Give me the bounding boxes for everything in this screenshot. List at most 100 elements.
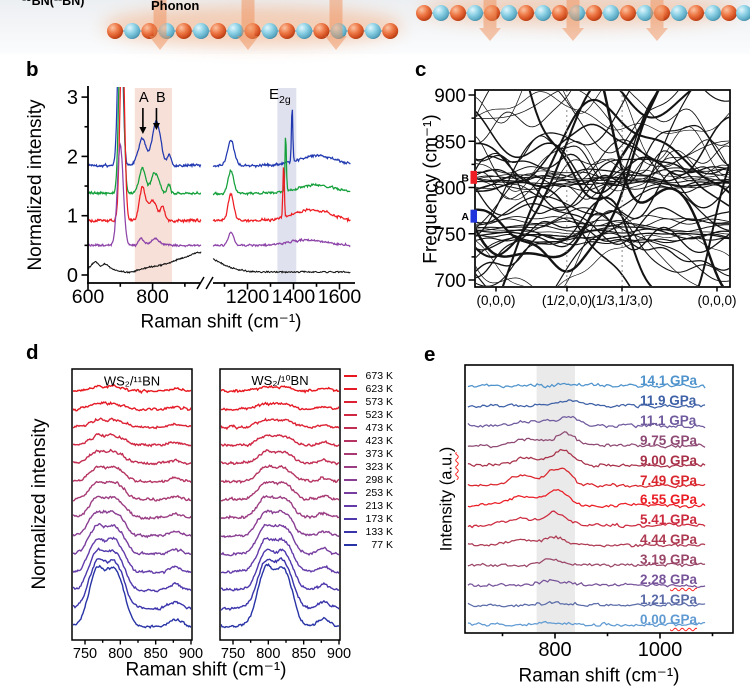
nitrogen-atom	[124, 23, 141, 39]
svg-text:0: 0	[67, 265, 78, 287]
temperature-legend-entry: 77 K	[344, 539, 393, 552]
legend-swatch	[344, 505, 357, 507]
svg-text:800: 800	[136, 286, 169, 308]
pressure-curve	[467, 535, 706, 548]
panel-c-ylabel: Frequency (cm⁻¹)	[420, 114, 442, 264]
legend-swatch	[344, 374, 357, 377]
pressure-curve	[467, 600, 706, 608]
temperature-legend-entry: 173 K	[344, 513, 393, 526]
panel-b-plot	[88, 87, 351, 283]
pressure-curve	[467, 399, 706, 409]
temperature-legend-entry: 573 K	[344, 395, 393, 408]
legend-label: 573 K	[365, 395, 393, 408]
pressure-unit: GPa	[669, 412, 697, 428]
pressure-unit: GPa	[670, 552, 698, 568]
pressure-label: 9.75 GPa	[640, 433, 697, 449]
pressure-unit: GPa	[670, 432, 698, 448]
boron-atom	[210, 23, 227, 39]
temperature-curve	[73, 522, 191, 556]
pressure-label: 0.00 GPa	[640, 612, 697, 628]
pressure-value: 7.49	[640, 472, 671, 488]
svg-text:1600: 1600	[318, 286, 362, 308]
boron-atom	[279, 23, 295, 39]
temperature-curve	[221, 401, 339, 412]
temperature-curve	[221, 536, 339, 575]
boron-atom	[175, 23, 192, 39]
temperature-legend-entry: 523 K	[344, 408, 393, 421]
nitrogen-atom	[637, 5, 653, 21]
phonon-label: Phonon	[151, 0, 200, 13]
temperature-curve	[221, 417, 339, 431]
panel-letter-c: c	[415, 58, 427, 81]
legend-swatch	[344, 452, 357, 455]
spectrum-curve	[212, 167, 351, 224]
pressure-curve	[467, 620, 706, 627]
pressure-value: 2.28	[640, 572, 671, 587]
boron-atom	[620, 5, 636, 21]
legend-label: 173 K	[365, 513, 393, 526]
pressure-value: 6.55	[640, 492, 671, 508]
spectrum-curve	[212, 137, 351, 197]
svg-text:(0,0,0): (0,0,0)	[476, 293, 515, 308]
phonon-arrow	[237, 0, 259, 50]
pressure-value: 5.41	[640, 512, 671, 528]
panel-a-strip	[0, 0, 750, 54]
pressure-label: 11.1 GPa	[640, 413, 696, 429]
panel-d-curves	[221, 384, 339, 629]
highlight-band	[536, 366, 575, 632]
svg-text:2: 2	[67, 146, 78, 168]
pressure-label: 4.44 GPa	[640, 532, 697, 548]
temperature-curve	[221, 480, 339, 502]
pressure-label: 1.21 GPa	[640, 592, 697, 608]
panel-letter-b: b	[26, 58, 39, 81]
svg-text:B: B	[461, 172, 469, 184]
panel-d-box	[219, 368, 341, 641]
temperature-curve	[73, 432, 191, 448]
temperature-legend-entry: 298 K	[344, 473, 393, 486]
boron-atom	[347, 23, 364, 39]
temperature-curve	[221, 464, 339, 485]
panel-d-box	[71, 368, 193, 641]
nitrogen-atom	[261, 23, 278, 39]
pressure-unit: GPa	[670, 472, 698, 488]
nitrogen-atom	[603, 5, 619, 21]
legend-swatch	[344, 439, 357, 442]
temperature-curve	[221, 384, 339, 394]
legend-label: 673 K	[365, 369, 393, 382]
pressure-value: 9.00	[640, 452, 671, 468]
panel-b-axes	[87, 86, 355, 290]
pressure-curve	[467, 510, 706, 529]
nitrogen-atom	[705, 5, 721, 21]
pressure-label: 7.49 GPa	[640, 473, 697, 489]
pressure-value: 9.75	[640, 432, 671, 448]
pressure-value: 0.00	[640, 611, 671, 627]
legend-swatch	[344, 426, 357, 429]
nitrogen-atom	[736, 5, 750, 21]
temperature-legend-entry: 373 K	[344, 447, 393, 460]
temperature-curve	[73, 480, 191, 502]
temperature-legend-entry: 623 K	[344, 382, 393, 395]
phonon-arrow	[646, 0, 668, 41]
pressure-unit: GPa	[669, 392, 697, 408]
panel-e-ylabel: Intensity (a.u.)	[437, 446, 456, 552]
peak-a-annotation: A	[139, 90, 149, 106]
boron-atom	[107, 23, 123, 39]
svg-text:1200: 1200	[226, 286, 270, 308]
legend-swatch	[344, 400, 357, 403]
temperature-legend-entry: 473 K	[344, 421, 393, 434]
legend-label: 373 K	[365, 447, 393, 460]
pressure-value: 11.9	[640, 392, 670, 408]
temperature-curve	[221, 449, 339, 466]
pressure-label: 3.19 GPa	[640, 552, 697, 568]
pressure-value: 14.1	[640, 373, 671, 388]
pressure-unit: GPa	[670, 373, 698, 388]
pressure-curve	[467, 431, 706, 449]
temperature-curve	[221, 557, 339, 611]
phonon-arrow	[325, 0, 347, 50]
pressure-unit: GPa	[670, 532, 698, 548]
pressure-curve	[467, 382, 706, 389]
temperature-curve	[73, 448, 191, 466]
temperature-curve	[221, 433, 339, 448]
panel-b-tick-labels: 600 800 1200 1400 1600 0 1 2 3	[67, 87, 361, 308]
mode-marker-B	[470, 170, 477, 184]
